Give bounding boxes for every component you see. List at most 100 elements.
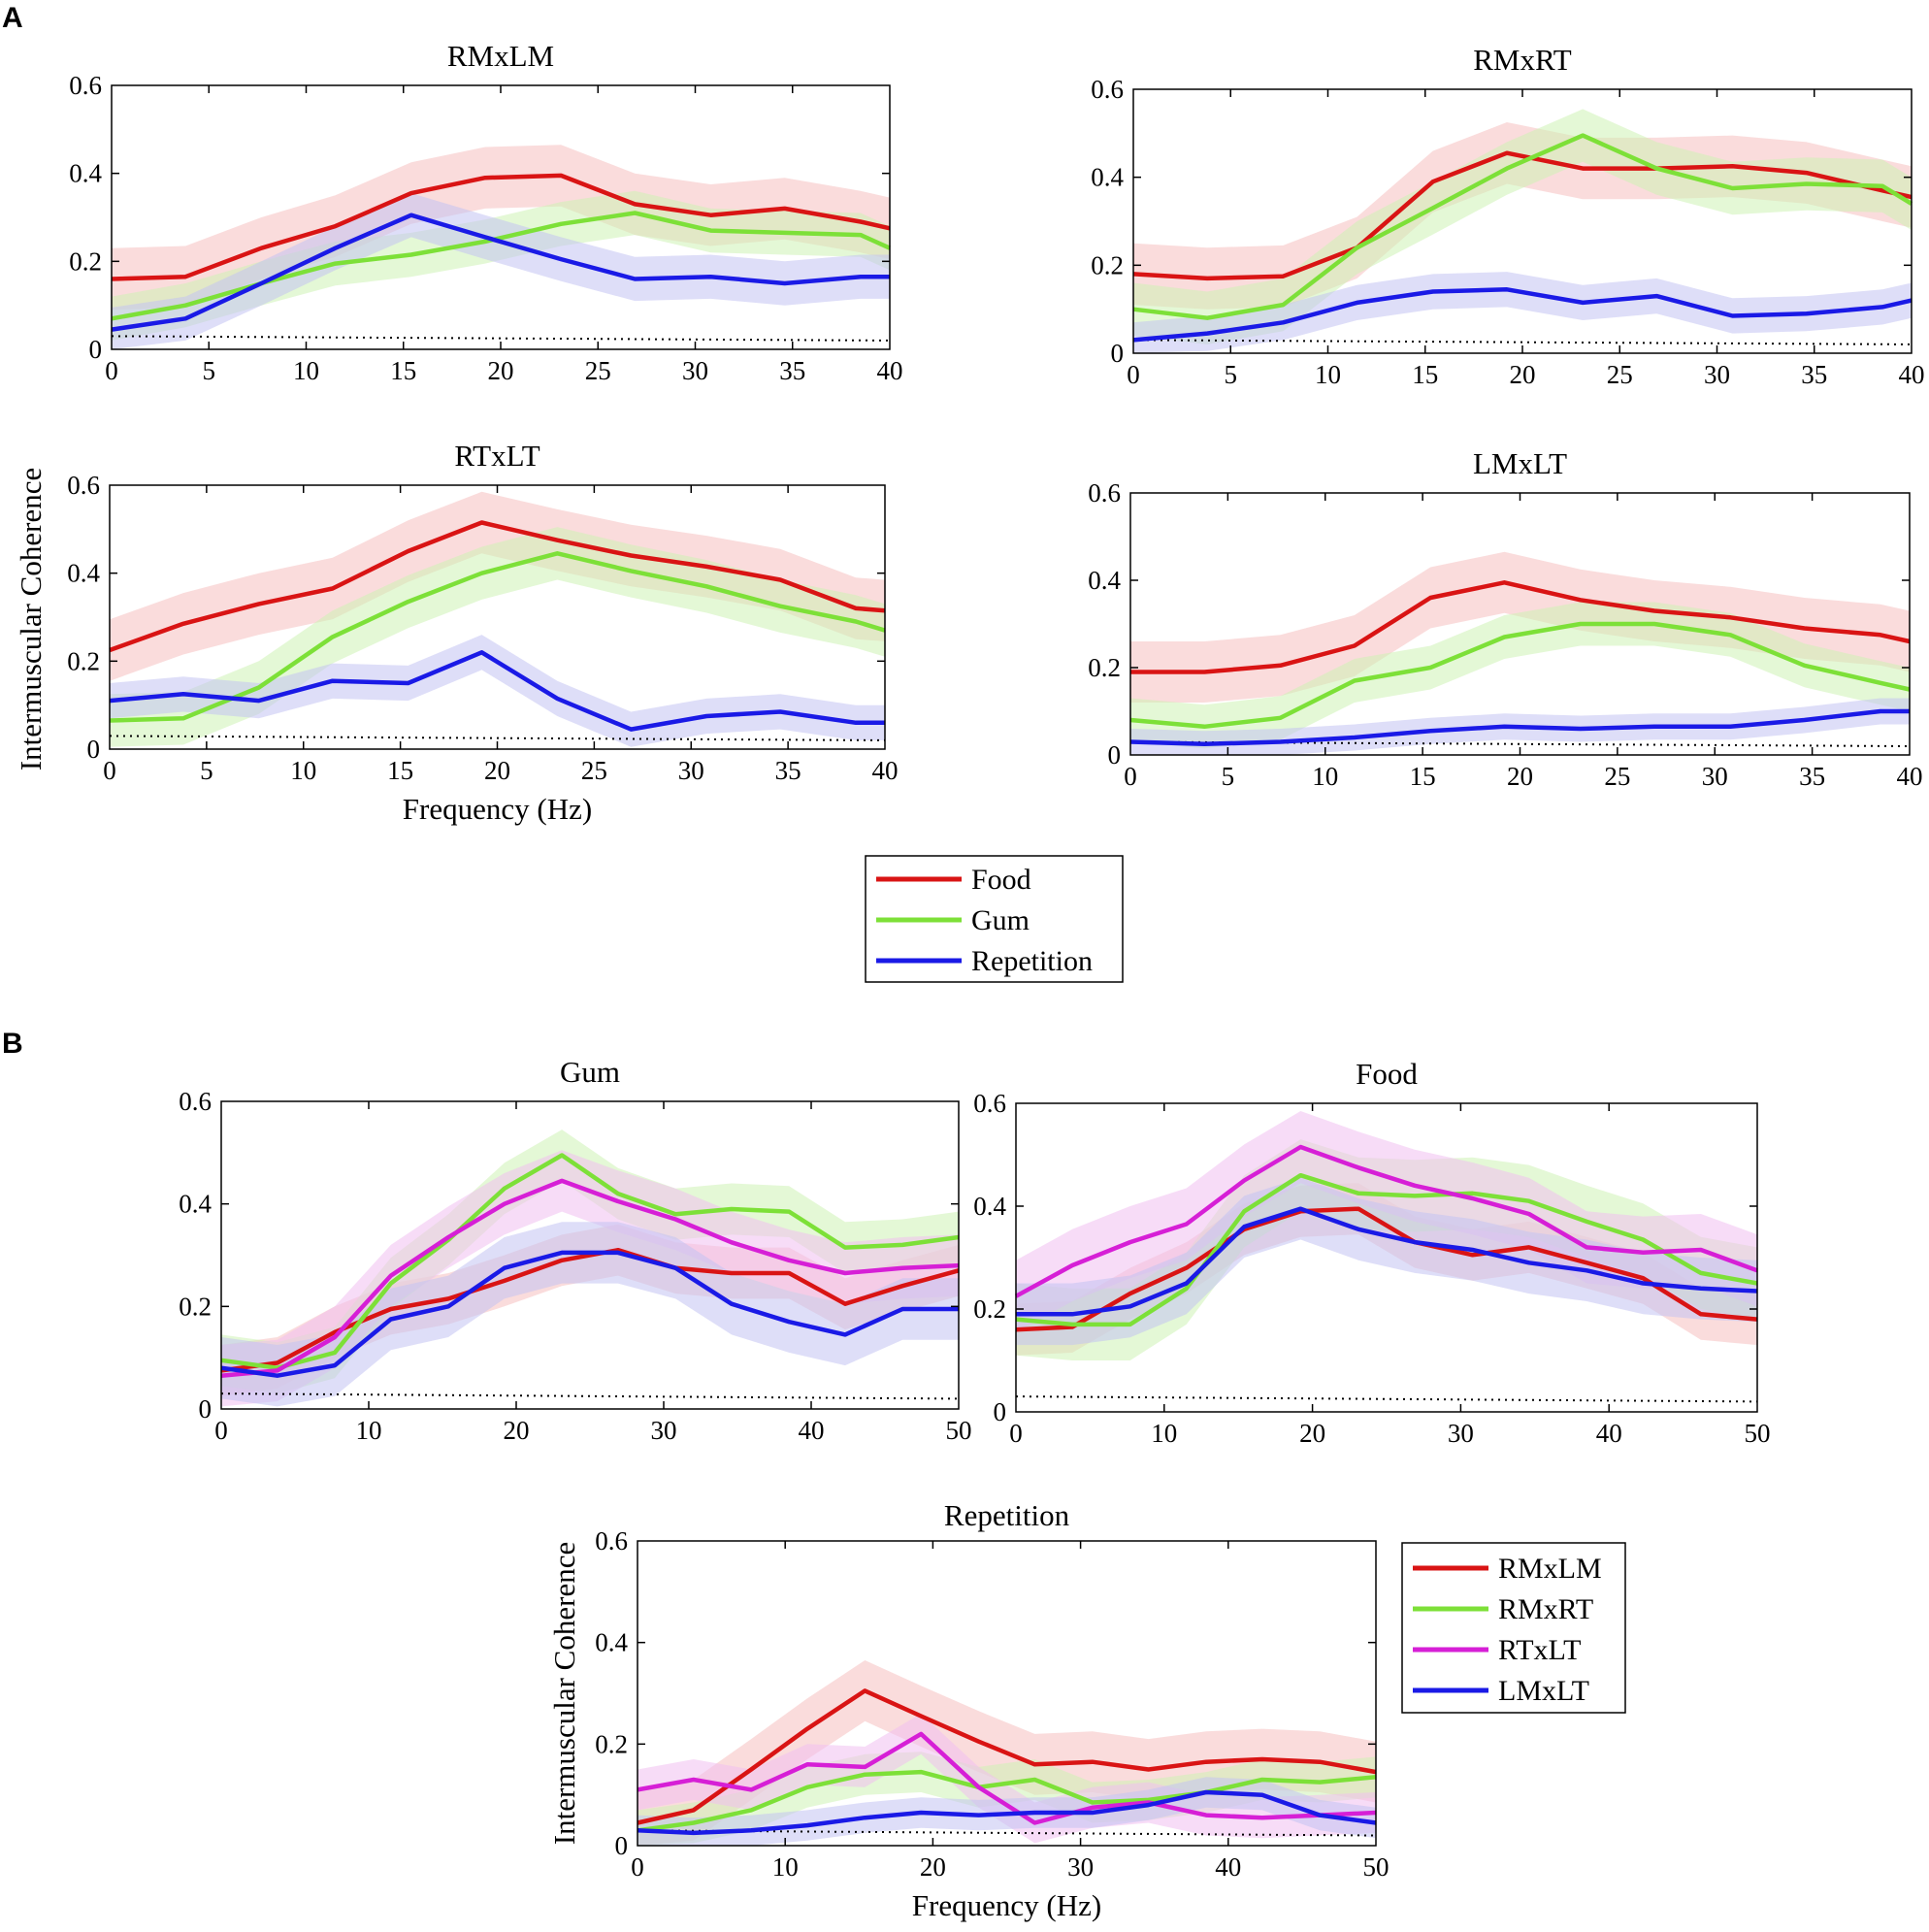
x-tick-label: 40: [1596, 1419, 1622, 1448]
x-tick-label: 40: [1899, 360, 1925, 389]
legend-panel-b: RMxLM RMxRT RTxLT LMxLT: [1401, 1542, 1626, 1714]
x-tick-label: 20: [920, 1852, 946, 1882]
legend-label-lmxlt: LMxLT: [1498, 1675, 1589, 1707]
legend-label-rmxlm: RMxLM: [1498, 1553, 1602, 1585]
y-tick-label: 0.6: [67, 471, 100, 500]
plot-frame: [637, 1540, 1377, 1847]
x-tick-label: 10: [293, 356, 319, 385]
series-line-food: [111, 173, 891, 281]
y-tick-label: 0.4: [1088, 566, 1121, 595]
x-tick-label: 40: [1897, 762, 1923, 791]
x-tick-label: 40: [872, 756, 899, 785]
x-tick-label: 5: [1225, 360, 1238, 389]
series-line-repetition: [1132, 287, 1913, 343]
x-tick-label: 10: [290, 756, 316, 785]
y-tick-label: 0.4: [179, 1190, 212, 1219]
y-tick-label: 0.4: [69, 159, 102, 188]
x-tick-label: 0: [1009, 1419, 1023, 1448]
chart-title: Repetition: [944, 1498, 1070, 1532]
significance-threshold-line: [220, 1392, 960, 1400]
y-tick-label: 0.4: [1091, 163, 1124, 192]
x-tick-label: 5: [203, 356, 216, 385]
series-line-rmxrt: [1015, 1172, 1758, 1327]
y-tick-label: 0: [199, 1394, 213, 1424]
x-tick-label: 15: [1412, 360, 1438, 389]
x-tick-label: 20: [1510, 360, 1536, 389]
x-tick-label: 10: [1151, 1419, 1177, 1448]
y-tick-label: 0.2: [67, 646, 100, 675]
x-tick-label: 25: [581, 756, 607, 785]
x-tick-label: 25: [585, 356, 611, 385]
series-line-rtxlt: [1014, 1144, 1758, 1298]
confidence-band-repetition: [112, 193, 890, 349]
chart-title: Gum: [560, 1055, 620, 1089]
chart-title: RMxRT: [1473, 43, 1572, 77]
x-tick-label: 40: [1215, 1852, 1241, 1882]
x-tick-label: 10: [356, 1416, 382, 1445]
x-tick-label: 35: [775, 756, 801, 785]
series-line-repetition: [1129, 708, 1910, 747]
series-line-lmxlt: [1016, 1206, 1758, 1317]
chart-title: RTxLT: [454, 439, 539, 473]
x-tick-label: 15: [387, 756, 413, 785]
chart-title: Food: [1356, 1057, 1418, 1091]
significance-threshold-line: [111, 335, 891, 342]
x-tick-label: 40: [877, 356, 903, 385]
plot-frame: [1015, 1102, 1758, 1413]
y-tick-label: 0: [994, 1397, 1007, 1426]
chart-b-repetition: 0 10 20 30 40 50 0 0.2 0.4 0.6 Repetition Frequency…: [547, 1498, 1390, 1922]
chart-title: RMxLM: [447, 39, 554, 73]
significance-threshold-line: [1015, 1395, 1758, 1403]
legend-box: [1401, 1542, 1626, 1714]
confidence-band-rtxlt: [1016, 1111, 1757, 1332]
y-tick-label: 0: [89, 335, 103, 364]
x-tick-label: 40: [799, 1416, 825, 1445]
x-tick-label: 20: [1507, 762, 1533, 791]
confidence-band-food: [1130, 551, 1910, 703]
series-line-lmxlt: [637, 1789, 1377, 1836]
confidence-band-gum: [1130, 602, 1910, 749]
x-tick-label: 25: [1607, 360, 1633, 389]
x-tick-label: 20: [488, 356, 514, 385]
chart-a-rmxlm: 0 5 10 15 20 25 30 35 40 0 0.2 0.4 0.6 RMxLM: [69, 39, 902, 385]
x-tick-label: 10: [772, 1852, 799, 1882]
x-tick-label: 0: [214, 1416, 228, 1445]
x-tick-label: 0: [1127, 360, 1140, 389]
x-tick-label: 20: [504, 1416, 530, 1445]
chart-b-food: 0 10 20 30 40 50 0 0.2 0.4 0.6 Food: [973, 1057, 1770, 1448]
confidence-band-food: [110, 491, 885, 681]
chart-a-rmxrt: 0 5 10 15 20 25 30 35 40 0 0.2 0.4 0.6 RMxRT: [1091, 43, 1924, 389]
y-tick-label: 0.2: [1091, 250, 1124, 279]
x-tick-label: 30: [1704, 360, 1730, 389]
panel-b-letter: B: [2, 1028, 23, 1060]
x-tick-label: 5: [200, 756, 213, 785]
series-line-rmxrt: [637, 1769, 1377, 1833]
series-line-gum: [1129, 621, 1911, 730]
x-axis-label: Frequency (Hz): [403, 792, 592, 826]
y-tick-label: 0.6: [595, 1526, 628, 1555]
legend-label-rmxrt: RMxRT: [1498, 1593, 1593, 1625]
series-line-lmxlt: [220, 1250, 959, 1378]
x-tick-label: 10: [1312, 762, 1338, 791]
x-tick-label: 15: [1410, 762, 1436, 791]
series-line-repetition: [111, 213, 890, 332]
x-tick-label: 15: [390, 356, 416, 385]
x-axis-label: Frequency (Hz): [912, 1888, 1101, 1922]
plots-layer: 0 5 10 15 20 25 30 35 40 0 0.2 0.4 0.6 RMxLM 0 5 10 15 20 2…: [67, 39, 1924, 1922]
x-tick-label: 10: [1315, 360, 1341, 389]
y-tick-label: 0.4: [973, 1192, 1006, 1221]
legend-label-food: Food: [971, 864, 1031, 896]
chart-a-rtxlt: 0 5 10 15 20 25 30 35 40 0 0.2 0.4 0.6 RTxLT Frequency…: [67, 439, 898, 826]
y-tick-label: 0.2: [179, 1292, 212, 1321]
x-tick-label: 0: [105, 356, 118, 385]
y-tick-label: 0.4: [595, 1628, 628, 1657]
significance-threshold-line: [1132, 339, 1913, 345]
significance-threshold-line: [109, 735, 886, 741]
y-tick-label: 0: [615, 1831, 629, 1860]
x-tick-label: 30: [1448, 1419, 1474, 1448]
y-tick-label: 0.6: [973, 1089, 1006, 1118]
y-axis-label: Intermuscular Coherence: [547, 1542, 581, 1845]
y-tick-label: 0.2: [595, 1729, 628, 1758]
confidence-band-rmxrt: [221, 1130, 959, 1394]
